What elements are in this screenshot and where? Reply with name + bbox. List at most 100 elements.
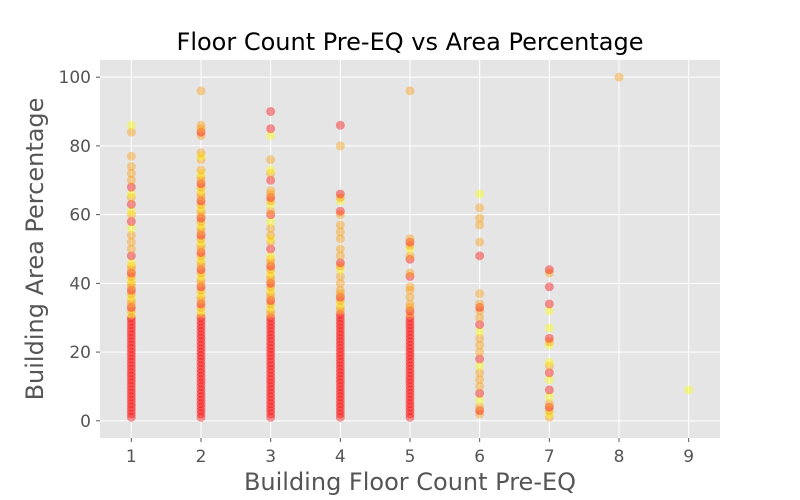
data-point [126, 258, 136, 268]
data-point [196, 247, 206, 257]
data-point [405, 285, 415, 295]
data-point [405, 292, 415, 302]
data-point [266, 351, 276, 361]
y-tick-label: 100 [59, 68, 91, 88]
data-point [126, 409, 136, 419]
data-point [405, 361, 415, 371]
x-tick-label: 3 [265, 447, 276, 467]
data-point [405, 313, 415, 323]
data-point [126, 402, 136, 412]
data-point [335, 385, 345, 395]
data-point [266, 402, 276, 412]
data-point [266, 371, 276, 381]
data-point [266, 155, 276, 165]
data-point [544, 268, 554, 278]
data-point [335, 351, 345, 361]
data-point [126, 120, 136, 130]
data-point [196, 148, 206, 158]
data-point [544, 412, 554, 422]
data-point [405, 354, 415, 364]
data-point [196, 296, 206, 306]
data-point [196, 299, 206, 309]
data-point [335, 364, 345, 374]
data-point [405, 375, 415, 385]
data-point [544, 340, 554, 350]
data-point [475, 381, 485, 391]
y-tick-label: 80 [69, 137, 91, 157]
data-point [335, 309, 345, 319]
data-point [266, 265, 276, 275]
data-point [266, 196, 276, 206]
data-point [266, 199, 276, 209]
data-point [266, 210, 276, 220]
data-point [405, 241, 415, 251]
data-point [335, 234, 345, 244]
data-point [196, 278, 206, 288]
data-point [196, 175, 206, 185]
data-point [196, 385, 206, 395]
data-point [126, 261, 136, 271]
data-point [475, 354, 485, 364]
data-point [266, 244, 276, 254]
data-point [335, 344, 345, 354]
data-point [126, 162, 136, 172]
data-point [544, 375, 554, 385]
data-point [266, 271, 276, 281]
data-point [405, 244, 415, 254]
data-point [405, 254, 415, 264]
data-point [475, 299, 485, 309]
data-point [126, 309, 136, 319]
data-point [126, 354, 136, 364]
data-point [126, 168, 136, 178]
data-point [405, 234, 415, 244]
x-tick-label: 7 [544, 447, 555, 467]
data-point [126, 282, 136, 292]
data-point [196, 323, 206, 333]
data-point [196, 230, 206, 240]
data-point [405, 368, 415, 378]
data-point [405, 309, 415, 319]
data-point [126, 378, 136, 388]
data-point [196, 351, 206, 361]
data-point [126, 127, 136, 137]
data-point [126, 244, 136, 254]
data-point [196, 258, 206, 268]
data-point [126, 265, 136, 275]
data-point [335, 337, 345, 347]
data-point [196, 168, 206, 178]
data-point [266, 385, 276, 395]
data-point [405, 392, 415, 402]
data-point [196, 189, 206, 199]
data-point [266, 268, 276, 278]
data-point [126, 364, 136, 374]
data-point [266, 282, 276, 292]
data-point [126, 381, 136, 391]
data-point [405, 399, 415, 409]
data-point [126, 199, 136, 209]
data-point [405, 268, 415, 278]
data-point [196, 378, 206, 388]
data-point [266, 344, 276, 354]
data-point [126, 368, 136, 378]
data-point [405, 344, 415, 354]
data-point [405, 326, 415, 336]
data-point [266, 107, 276, 117]
data-point [475, 251, 485, 261]
data-point [335, 292, 345, 302]
data-point [266, 395, 276, 405]
data-point [405, 86, 415, 96]
data-point [266, 323, 276, 333]
data-point [544, 409, 554, 419]
data-point [544, 265, 554, 275]
data-point [266, 165, 276, 175]
data-point [126, 371, 136, 381]
data-point [126, 237, 136, 247]
data-point [266, 186, 276, 196]
data-point [266, 337, 276, 347]
data-point [126, 320, 136, 330]
data-point [126, 289, 136, 299]
data-point [475, 368, 485, 378]
data-point [405, 316, 415, 326]
data-point [196, 409, 206, 419]
data-point [196, 192, 206, 202]
